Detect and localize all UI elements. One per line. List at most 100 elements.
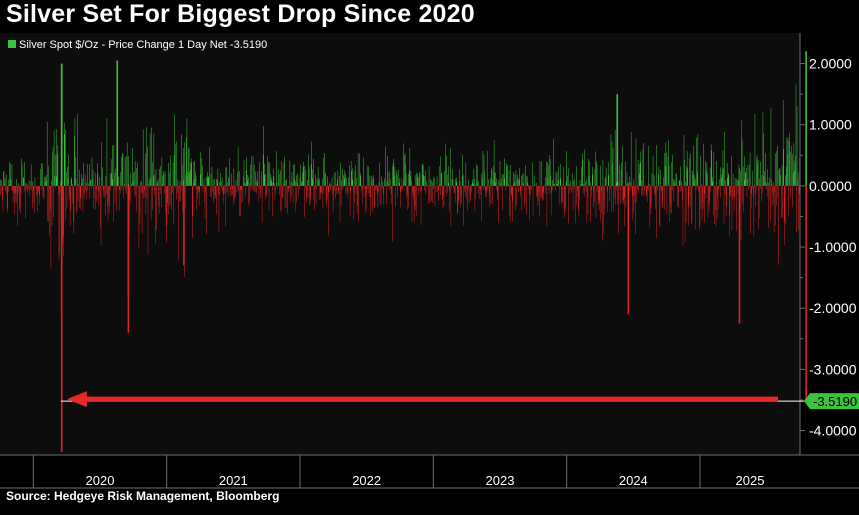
bar-up bbox=[640, 163, 641, 186]
bar-down bbox=[230, 186, 231, 197]
bar-up bbox=[556, 171, 557, 186]
bar-down bbox=[309, 186, 310, 205]
y-tick-label: -2.0000 bbox=[809, 300, 857, 316]
bar-up bbox=[482, 174, 483, 186]
bar-down bbox=[509, 186, 510, 215]
bar-down bbox=[383, 186, 384, 194]
bar-down bbox=[761, 186, 762, 201]
bar-down bbox=[426, 186, 427, 195]
bar-down bbox=[754, 186, 755, 187]
bar-up bbox=[190, 162, 191, 186]
bar-down bbox=[528, 186, 529, 190]
bar-up bbox=[64, 123, 65, 186]
bar-up bbox=[194, 161, 195, 186]
bar-up bbox=[98, 174, 99, 186]
bar-down bbox=[167, 186, 168, 203]
bar-up bbox=[608, 175, 609, 186]
bar-down bbox=[50, 186, 51, 189]
bar-down bbox=[231, 186, 232, 195]
bar-down bbox=[197, 186, 198, 199]
bar-down bbox=[281, 186, 282, 210]
bar-up bbox=[355, 165, 356, 186]
bar-up bbox=[191, 159, 192, 186]
bar-down bbox=[282, 186, 283, 198]
bar-down bbox=[377, 186, 378, 191]
bar-down bbox=[606, 186, 607, 187]
bar-up bbox=[342, 169, 343, 186]
bar-up bbox=[189, 173, 190, 186]
bar-down bbox=[742, 186, 743, 203]
bar-up bbox=[769, 178, 770, 186]
bar-down bbox=[354, 186, 355, 219]
bar-up bbox=[280, 171, 281, 186]
bar-up bbox=[182, 165, 183, 186]
bar-up bbox=[500, 183, 501, 186]
bar-down bbox=[305, 186, 306, 188]
bar-down bbox=[671, 186, 672, 213]
bar-up bbox=[553, 139, 554, 186]
bar-down bbox=[37, 186, 38, 212]
bar-down bbox=[215, 186, 216, 198]
bar-up bbox=[247, 181, 248, 186]
bar-up bbox=[508, 184, 509, 186]
bar-up bbox=[622, 146, 623, 186]
bar-up bbox=[642, 180, 643, 186]
bar-down bbox=[697, 186, 698, 189]
bar-down bbox=[638, 186, 639, 193]
bar-up bbox=[696, 138, 697, 186]
bar-up bbox=[749, 165, 750, 186]
bar-down bbox=[688, 186, 689, 205]
bar-down bbox=[14, 186, 15, 214]
bar-up bbox=[494, 173, 495, 186]
bar-up bbox=[420, 173, 421, 186]
bar-down bbox=[420, 186, 421, 192]
bar-up bbox=[49, 166, 50, 186]
bar-down bbox=[614, 186, 615, 197]
bar-down bbox=[773, 186, 774, 204]
bar-up bbox=[150, 133, 151, 186]
bar-down bbox=[262, 186, 263, 223]
bar-down bbox=[107, 186, 108, 206]
bar-down bbox=[197, 186, 198, 190]
bar-down bbox=[782, 186, 783, 218]
bar-up bbox=[721, 178, 722, 186]
bar-up bbox=[540, 161, 541, 186]
bar-up bbox=[180, 181, 181, 186]
bar-up bbox=[744, 180, 745, 186]
bar-up bbox=[636, 139, 637, 186]
bar-down bbox=[738, 186, 739, 194]
bar-up bbox=[213, 179, 214, 186]
bar-up bbox=[534, 175, 535, 185]
bar-down bbox=[681, 186, 682, 191]
bar-up bbox=[506, 164, 507, 186]
bar-up bbox=[560, 178, 561, 186]
bar-up bbox=[423, 165, 424, 186]
bar-down bbox=[709, 186, 710, 202]
bar-down bbox=[321, 186, 322, 192]
bar-down bbox=[437, 186, 438, 193]
bar-up bbox=[82, 179, 83, 186]
bar-down bbox=[241, 186, 242, 191]
bar-down bbox=[788, 186, 789, 216]
bar-down bbox=[319, 186, 320, 200]
bar-up bbox=[212, 167, 213, 186]
bar-down bbox=[407, 186, 408, 194]
bar-up bbox=[502, 174, 503, 186]
bar-up bbox=[445, 144, 446, 186]
bar-up bbox=[266, 174, 267, 186]
bar-down bbox=[110, 186, 111, 190]
bar-down bbox=[735, 186, 736, 188]
bar-down bbox=[602, 186, 603, 240]
bar-up bbox=[186, 137, 187, 186]
bar-up bbox=[137, 163, 138, 186]
bar-up bbox=[669, 166, 670, 186]
bar-down bbox=[386, 186, 387, 187]
bar-up bbox=[787, 155, 788, 186]
bar-down bbox=[304, 186, 305, 217]
bar-down bbox=[575, 186, 576, 223]
bar-up bbox=[303, 162, 304, 186]
bar-down bbox=[38, 186, 39, 190]
bar-up bbox=[442, 172, 443, 185]
bar-down bbox=[499, 186, 500, 187]
bar-up bbox=[404, 155, 405, 186]
